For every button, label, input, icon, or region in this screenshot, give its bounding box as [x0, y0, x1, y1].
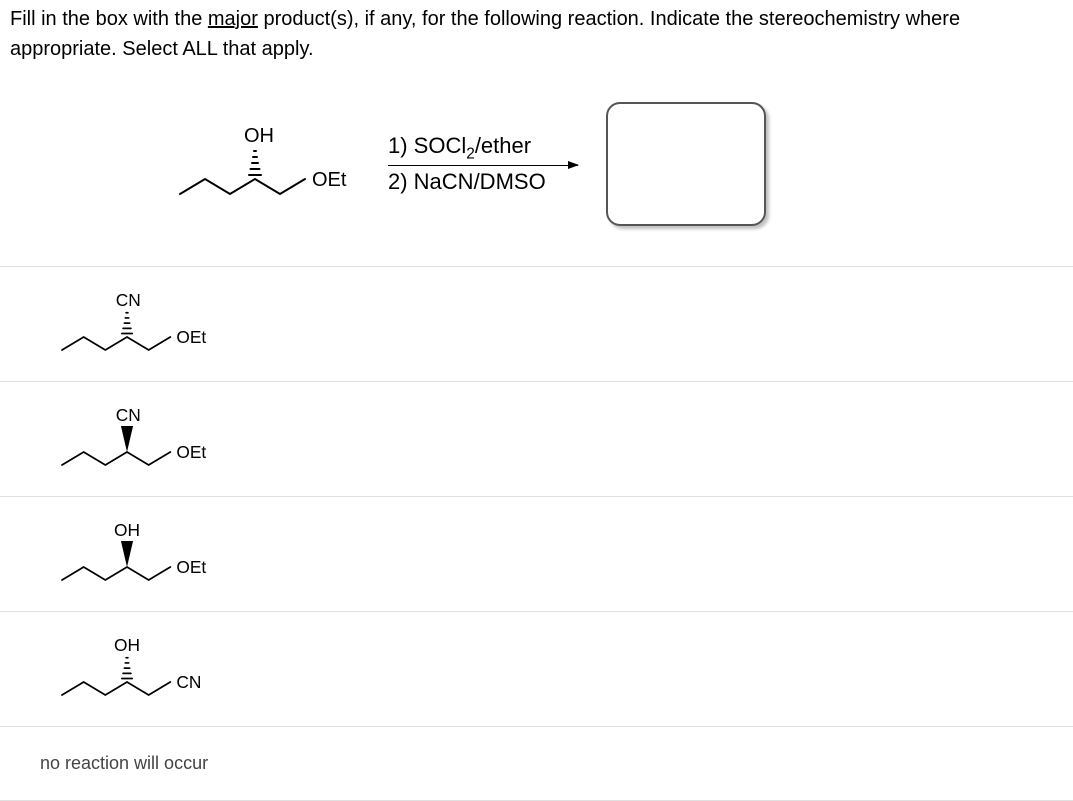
product-box[interactable] [606, 102, 766, 226]
opt4-right: CN [176, 672, 201, 692]
reaction-arrow [388, 165, 578, 167]
question-prefix: Fill in the box with the [10, 8, 208, 30]
opt2-top: CN [116, 405, 141, 425]
question-underlined: major [208, 8, 258, 30]
opt1-right: OEt [176, 327, 206, 347]
starting-material: OH OEt [170, 114, 370, 214]
reagent1-tail: /ether [475, 133, 531, 158]
reaction-scheme: OH OEt 1) SOCl2/ether 2) NaCN/DMSO [0, 72, 1073, 266]
option-3[interactable]: OH OEt [0, 497, 1073, 612]
no-reaction-label: no reaction will occur [40, 753, 208, 774]
option-1[interactable]: CN OEt [0, 267, 1073, 382]
option-no-reaction[interactable]: no reaction will occur [0, 727, 1073, 801]
reagent-step-1: 1) SOCl2/ether [388, 133, 578, 163]
reagent1-text: 1) SOCl [388, 133, 466, 158]
start-oet-label: OEt [312, 169, 347, 191]
opt3-top: OH [114, 520, 140, 540]
opt3-right: OEt [176, 557, 206, 577]
arrow-head-icon [568, 161, 579, 169]
start-oh-label: OH [244, 125, 274, 147]
answer-options: CN OEt CN OEt OH OEt [0, 266, 1073, 801]
option-2[interactable]: CN OEt [0, 382, 1073, 497]
reagent2-text: 2) NaCN/DMSO [388, 169, 578, 195]
option-4[interactable]: OH CN [0, 612, 1073, 727]
opt4-top: OH [114, 635, 140, 655]
opt2-right: OEt [176, 442, 206, 462]
reaction-arrow-block: 1) SOCl2/ether 2) NaCN/DMSO [388, 133, 578, 196]
reagent1-sub: 2 [466, 145, 475, 162]
question-text: Fill in the box with the major product(s… [0, 0, 1073, 72]
opt1-top: CN [116, 290, 141, 310]
reagent-step-2: 2) NaCN/DMSO [388, 169, 578, 195]
